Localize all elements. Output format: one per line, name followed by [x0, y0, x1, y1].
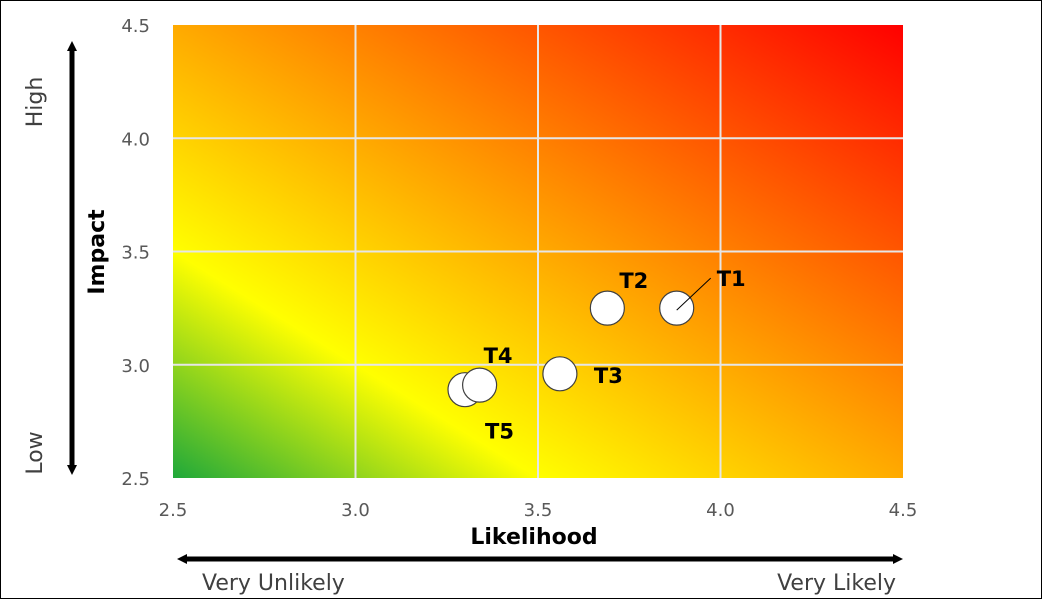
point-label-t4: T4: [484, 344, 513, 368]
point-label-t3: T3: [594, 364, 623, 388]
grid-lines: [173, 25, 903, 478]
x-left-label: Very Unlikely: [202, 571, 345, 596]
y-tick-label: 3.5: [121, 243, 150, 264]
x-tick-label: 4.5: [889, 500, 918, 521]
y-high-label: High: [23, 77, 48, 128]
y-tick-label: 4.0: [121, 129, 150, 150]
data-point-t4: [462, 367, 498, 403]
data-point-t3: [542, 356, 578, 392]
leader-line: [676, 277, 712, 311]
y-tick-labels: 2.5 3.0 3.5 4.0 4.5: [121, 16, 150, 490]
y-tick-label: 2.5: [121, 469, 150, 490]
y-tick-label: 3.0: [121, 356, 150, 377]
data-point-t2: [589, 290, 625, 326]
y-low-label: Low: [23, 431, 48, 474]
data-points: T1 T2 T3 T4 T5: [447, 267, 746, 444]
y-tick-label: 4.5: [121, 16, 150, 37]
data-point-t1: [659, 290, 695, 326]
point-label-t5: T5: [485, 420, 514, 444]
x-right-label: Very Likely: [777, 571, 896, 596]
x-tick-label: 2.5: [159, 500, 188, 521]
y-axis-title: Impact: [85, 209, 110, 295]
point-label-t1: T1: [717, 267, 746, 291]
x-axis-title: Likelihood: [470, 525, 597, 550]
x-tick-label: 4.0: [706, 500, 735, 521]
x-tick-labels: 2.5 3.0 3.5 4.0 4.5: [159, 500, 918, 521]
x-tick-label: 3.5: [524, 500, 553, 521]
point-label-t2: T2: [619, 269, 648, 293]
x-tick-label: 3.0: [341, 500, 370, 521]
